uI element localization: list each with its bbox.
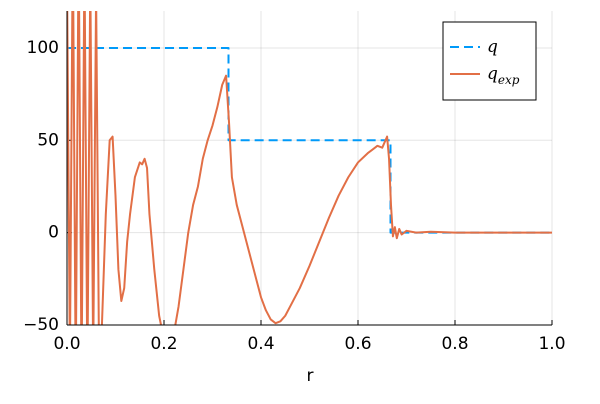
x-tick-label: 1.0	[538, 334, 565, 354]
y-tick-label: −50	[23, 315, 59, 335]
legend-box	[442, 21, 537, 101]
x-tick-label: 0.0	[53, 334, 80, 354]
y-tick-label: 0	[48, 223, 59, 243]
legend-name: q	[487, 37, 498, 57]
x-tick-label: 0.2	[150, 334, 177, 354]
legend-name: q	[487, 64, 498, 84]
x-tick-label: 0.8	[441, 334, 468, 354]
x-tick-label: 0.6	[344, 334, 371, 354]
x-tick-label: 0.4	[247, 334, 274, 354]
x-axis-label: r	[307, 366, 314, 386]
plot-area	[67, 11, 552, 325]
series-line	[67, 11, 552, 325]
legend-label: q	[487, 37, 498, 57]
legend-label: qexp	[487, 64, 520, 87]
legend-subscript: exp	[498, 73, 520, 87]
y-tick-label: 100	[27, 38, 59, 58]
y-tick-label: 50	[37, 130, 59, 150]
